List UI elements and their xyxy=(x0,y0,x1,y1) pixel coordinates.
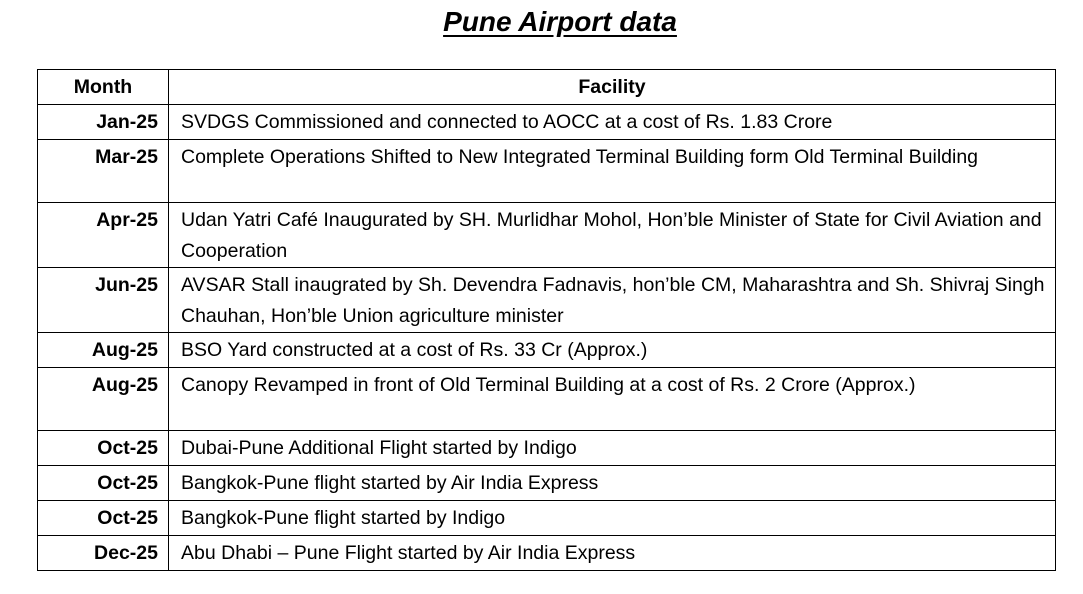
month-cell: Oct-25 xyxy=(37,430,169,466)
month-cell: Oct-25 xyxy=(37,500,169,536)
table-row: Aug-25 BSO Yard constructed at a cost of … xyxy=(37,332,1056,368)
month-cell: Aug-25 xyxy=(37,332,169,368)
facility-cell: Complete Operations Shifted to New Integ… xyxy=(168,139,1056,203)
facility-cell: Udan Yatri Café Inaugurated by SH. Murli… xyxy=(168,202,1056,268)
table-row: Dec-25 Abu Dhabi – Pune Flight started by… xyxy=(37,535,1056,571)
facility-cell: Bangkok-Pune flight started by Air India… xyxy=(168,465,1056,501)
facility-cell: Bangkok-Pune flight started by Indigo xyxy=(168,500,1056,536)
facility-cell: Abu Dhabi – Pune Flight started by Air I… xyxy=(168,535,1056,571)
month-cell: Oct-25 xyxy=(37,465,169,501)
month-cell: Jun-25 xyxy=(37,267,169,333)
month-cell: Dec-25 xyxy=(37,535,169,571)
facility-cell: Dubai-Pune Additional Flight started by … xyxy=(168,430,1056,466)
table-row: Apr-25 Udan Yatri Café Inaugurated by SH.… xyxy=(37,202,1056,268)
month-cell: Apr-25 xyxy=(37,202,169,268)
header-facility: Facility xyxy=(168,69,1056,105)
facility-cell: BSO Yard constructed at a cost of Rs. 33… xyxy=(168,332,1056,368)
header-month: Month xyxy=(37,69,169,105)
month-cell: Mar-25 xyxy=(37,139,169,203)
facility-table: Month Facility Jan-25 SVDGS Commissioned … xyxy=(37,69,1056,571)
table-row: Oct-25 Dubai-Pune Additional Flight start… xyxy=(37,430,1056,466)
table-row: Aug-25 Canopy Revamped in front of Old Te… xyxy=(37,367,1056,431)
facility-cell: SVDGS Commissioned and connected to AOCC… xyxy=(168,104,1056,140)
facility-cell: Canopy Revamped in front of Old Terminal… xyxy=(168,367,1056,431)
table-header-row: Month Facility xyxy=(37,69,1056,105)
month-cell: Jan-25 xyxy=(37,104,169,140)
table-row: Oct-25 Bangkok-Pune flight started by Air… xyxy=(37,465,1056,501)
facility-cell: AVSAR Stall inaugrated by Sh. Devendra F… xyxy=(168,267,1056,333)
month-cell: Aug-25 xyxy=(37,367,169,431)
page-title: Pune Airport data xyxy=(443,6,677,37)
table-row: Jan-25 SVDGS Commissioned and connected t… xyxy=(37,104,1056,140)
table-row: Oct-25 Bangkok-Pune flight started by Ind… xyxy=(37,500,1056,536)
table-row: Mar-25 Complete Operations Shifted to New… xyxy=(37,139,1056,203)
table-row: Jun-25 AVSAR Stall inaugrated by Sh. Deve… xyxy=(37,267,1056,333)
